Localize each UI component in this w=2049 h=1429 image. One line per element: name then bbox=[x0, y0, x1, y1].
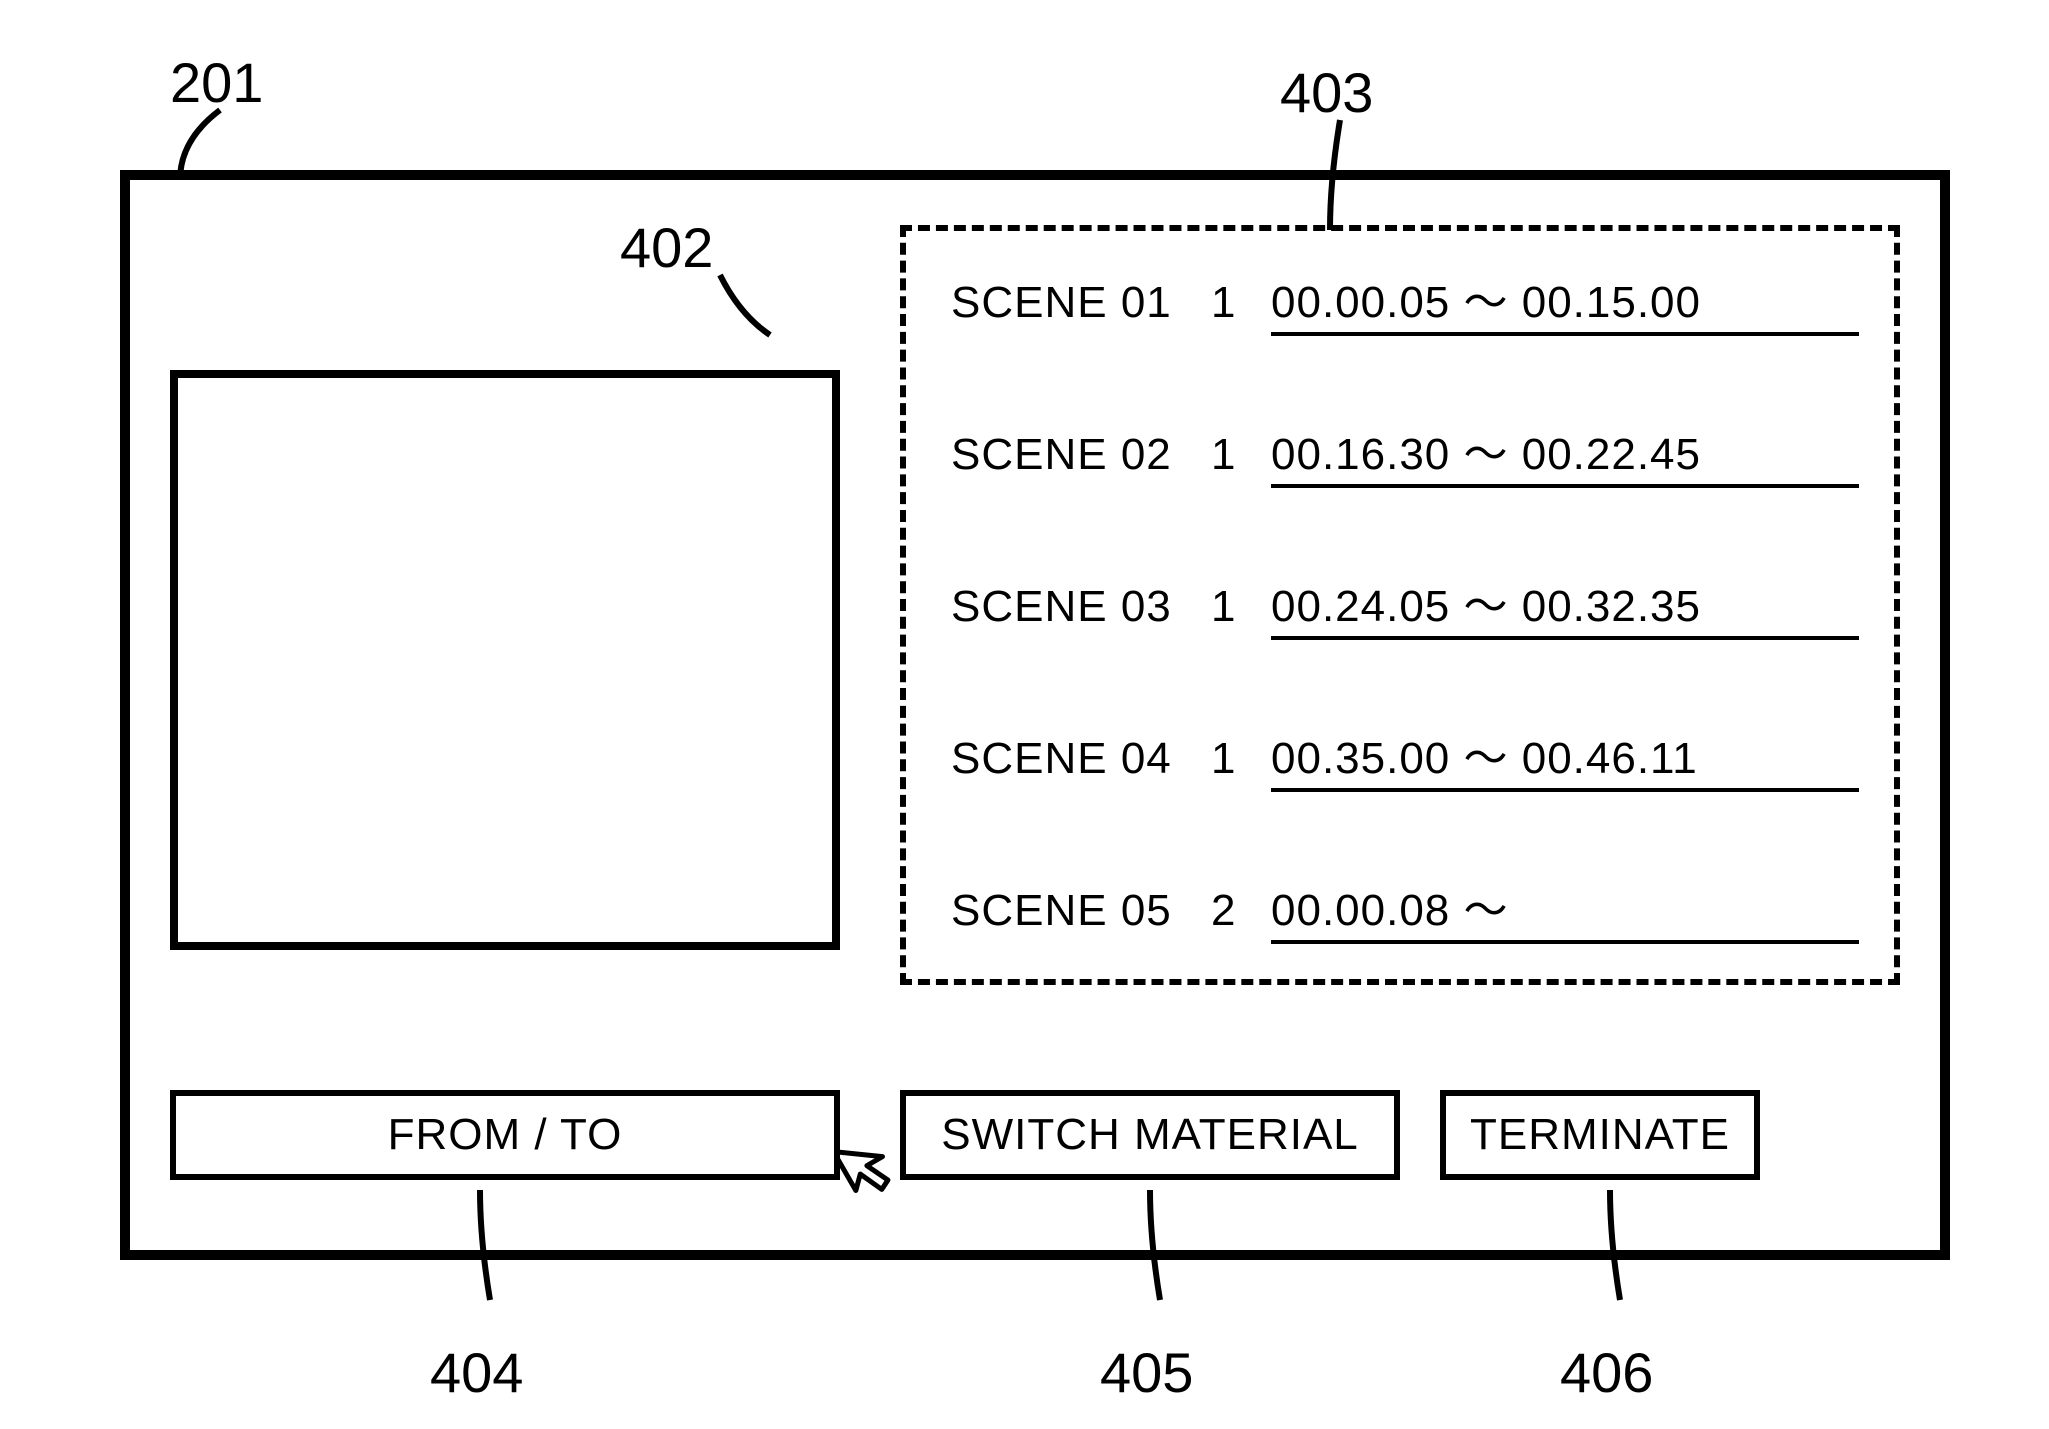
scene-num: 1 bbox=[1211, 582, 1271, 632]
ref-label-scenes: 403 bbox=[1280, 60, 1373, 125]
scene-name: SCENE 05 bbox=[951, 886, 1211, 936]
scene-num: 1 bbox=[1211, 734, 1271, 784]
scene-time: 00.00.05 ～ 00.15.00 bbox=[1271, 266, 1859, 336]
scene-row[interactable]: SCENE 04100.35.00 ～ 00.46.11 bbox=[951, 722, 1859, 792]
scene-time: 00.24.05 ～ 00.32.35 bbox=[1271, 570, 1859, 640]
scene-name: SCENE 02 bbox=[951, 430, 1211, 480]
scene-num: 2 bbox=[1211, 886, 1271, 936]
leader-405 bbox=[1120, 1190, 1200, 1340]
leader-404 bbox=[450, 1190, 530, 1340]
scene-time: 00.16.30 ～ 00.22.45 bbox=[1271, 418, 1859, 488]
leader-201 bbox=[170, 110, 240, 180]
cursor-icon bbox=[840, 1130, 900, 1200]
scene-row[interactable]: SCENE 05200.00.08 ～ bbox=[951, 874, 1859, 944]
switch-material-button[interactable]: SWITCH MATERIAL bbox=[900, 1090, 1400, 1180]
scene-num: 1 bbox=[1211, 278, 1271, 328]
ref-label-switch: 405 bbox=[1100, 1340, 1193, 1405]
scene-row[interactable]: SCENE 03100.24.05 ～ 00.32.35 bbox=[951, 570, 1859, 640]
scene-name: SCENE 01 bbox=[951, 278, 1211, 328]
scene-row[interactable]: SCENE 02100.16.30 ～ 00.22.45 bbox=[951, 418, 1859, 488]
ref-label-panel: 201 bbox=[170, 50, 263, 115]
scene-row[interactable]: SCENE 01100.00.05 ～ 00.15.00 bbox=[951, 266, 1859, 336]
ref-label-fromto: 404 bbox=[430, 1340, 523, 1405]
scene-time: 00.35.00 ～ 00.46.11 bbox=[1271, 722, 1859, 792]
leader-402 bbox=[680, 275, 800, 375]
scene-name: SCENE 03 bbox=[951, 582, 1211, 632]
scene-name: SCENE 04 bbox=[951, 734, 1211, 784]
scene-time: 00.00.08 ～ bbox=[1271, 874, 1859, 944]
leader-403 bbox=[1300, 120, 1380, 240]
ref-label-preview: 402 bbox=[620, 215, 713, 280]
preview-area bbox=[170, 370, 840, 950]
scene-num: 1 bbox=[1211, 430, 1271, 480]
scene-list-panel: SCENE 01100.00.05 ～ 00.15.00SCENE 02100.… bbox=[900, 225, 1900, 985]
leader-406 bbox=[1580, 1190, 1660, 1340]
ref-label-term: 406 bbox=[1560, 1340, 1653, 1405]
terminate-button[interactable]: TERMINATE bbox=[1440, 1090, 1760, 1180]
from-to-button[interactable]: FROM / TO bbox=[170, 1090, 840, 1180]
